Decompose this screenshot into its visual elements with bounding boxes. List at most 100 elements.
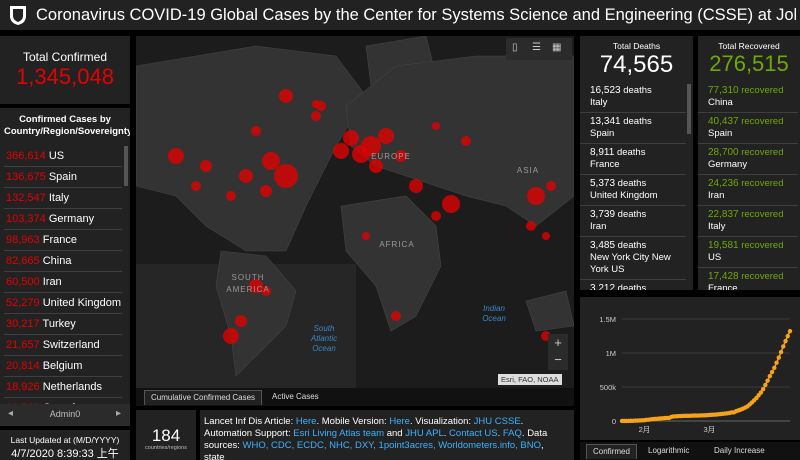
deaths-row[interactable]: 13,341 deaths Spain [580,113,686,144]
country-row[interactable]: 98,963 France [4,230,122,251]
country-name: US [48,150,65,162]
recovered-row[interactable]: 22,837 recovered Italy [698,206,798,237]
recovered-row[interactable]: 77,310 recovered China [698,82,798,113]
last-updated-panel: Last Updated at (M/D/YYYY) 4/7/2020 8:39… [0,430,130,460]
scrollbar[interactable] [687,84,691,134]
info-text-part: . Data sources: [204,428,548,451]
confirmed-list[interactable]: 366,614 US 136,675 Spain 132,547 Italy 103,… [4,146,122,404]
deaths-row[interactable]: 16,523 deaths Italy [580,82,686,113]
row-place: Germany [708,159,748,170]
chart: 0 500k 1M 1.5M 2月 3月 [599,315,793,434]
info-link[interactable]: Here [389,416,410,427]
country-row[interactable]: 136,675 Spain [4,167,122,188]
country-cases: 103,374 [6,213,46,225]
map-label: Indian Ocean [482,304,506,323]
country-row[interactable]: 20,814 Belgium [4,356,122,377]
tab[interactable]: Active Cases [272,392,319,401]
info-text-part: . Automation Support: [204,416,524,439]
deaths-list[interactable]: 16,523 deaths Italy 13,341 deaths Spain 8,91… [580,82,686,290]
country-cases: 16,563 [6,402,40,404]
country-row[interactable]: 16,563 Canada [4,398,122,404]
data-point [760,386,766,392]
recovered-row[interactable]: 24,236 recovered Iran [698,175,798,206]
recovered-panel: Total Recovered 276,515 77,310 recovered… [698,36,800,290]
country-name: Switzerland [42,339,100,351]
tab[interactable]: Confirmed [586,444,637,459]
country-row[interactable]: 21,657 Switzerland [4,335,122,356]
country-cases: 60,500 [6,276,40,288]
info-link[interactable]: Contact US [449,428,498,439]
info-link[interactable]: WHO, CDC, ECDC, NHC, DXY, 1point3acres, … [242,440,541,451]
country-row[interactable]: 52,279 United Kingdom [4,293,122,314]
info-link[interactable]: FAQ [502,428,522,439]
country-cases: 18,926 [6,381,40,393]
country-row[interactable]: 103,374 Germany [4,209,122,230]
tab[interactable]: Logarithmic [648,446,690,455]
country-name: Canada [43,402,82,404]
map[interactable]: EUROPE ASIA AFRICA SOUTH AMERICA South A… [136,36,574,388]
country-row[interactable]: 60,500 Iran [4,272,122,293]
confirmed-list-panel: Confirmed Cases by Country/Region/Sovere… [0,108,130,426]
row-unit: recovered [741,85,784,96]
next-button[interactable]: ▸ [116,408,122,419]
map-label: South Atlantic Ocean [310,324,338,353]
scrollbar[interactable] [124,146,128,186]
deaths-row[interactable]: 3,739 deaths Iran [580,206,686,237]
map-toolbar[interactable]: ▯ ☰ ▦ [506,38,572,60]
recovered-list[interactable]: 77,310 recovered China 40,437 recovered Spa… [698,82,798,290]
row-place: Spain [708,128,733,139]
data-point [787,328,793,334]
data-point [781,344,786,349]
deaths-row[interactable]: 8,911 deaths France [580,144,686,175]
tab[interactable]: Daily Increase [714,446,765,455]
y-tick-label: 500k [600,383,617,392]
recovered-row[interactable]: 28,700 recovered Germany [698,144,798,175]
info-link[interactable]: Esri Living Atlas team [293,428,385,439]
list-footer-label: Admin0 [49,409,81,419]
recovered-row[interactable]: 19,581 recovered US [698,237,798,268]
last-updated-value: 4/7/2020 8:39:33 上午 [11,448,119,460]
total-confirmed-value: 1,345,048 [16,64,114,89]
country-row[interactable]: 82,665 China [4,251,122,272]
map-label: EUROPE [371,152,411,161]
recovered-row[interactable]: 17,428 recovered France [698,268,798,290]
total-confirmed-panel: Total Confirmed 1,345,048 [0,36,130,104]
row-unit: recovered [741,116,784,127]
row-value: 3,739 [590,209,616,220]
info-text-part: and [384,428,406,439]
country-row[interactable]: 30,217 Turkey [4,314,122,335]
map-attribution: Esri, FAO, NOAA [498,374,562,385]
row-unit: recovered [741,178,784,189]
country-cases: 136,675 [6,171,46,183]
row-unit: deaths [617,240,647,251]
country-cases: 366,614 [6,150,46,162]
country-name: United Kingdom [42,297,121,309]
info-text-part: . [497,428,503,439]
zoom-controls[interactable]: + − [548,334,568,370]
country-cases: 30,217 [6,318,40,330]
info-link[interactable]: JHU CSSE [473,416,521,427]
info-text-part: . Mobile Version: [316,416,390,427]
country-name: France [42,234,77,246]
deaths-row[interactable]: 3,485 deaths New York City New York US [580,237,686,280]
confirmed-list-title: Confirmed Cases by Country/Region/Sovere… [4,114,130,137]
recovered-row[interactable]: 40,437 recovered Spain [698,113,798,144]
row-place: US [708,252,722,263]
row-value: 19,581 [708,240,739,251]
tab[interactable]: Cumulative Confirmed Cases [144,390,263,405]
info-link[interactable]: Here [295,416,317,427]
country-row[interactable]: 366,614 US [4,146,122,167]
country-row[interactable]: 132,547 Italy [4,188,122,209]
country-row[interactable]: 18,926 Netherlands [4,377,122,398]
logo [10,6,26,25]
list-footer: ◂ Admin0 ▸ [0,404,130,426]
info-panel: Lancet Inf Dis Article: Here. Mobile Ver… [200,410,574,460]
row-value: 8,911 [590,147,615,158]
deaths-row[interactable]: 3,212 deathsHubei China [580,280,686,290]
deaths-row[interactable]: 5,373 deaths United Kingdom [580,175,686,206]
total-deaths-value: 74,565 [599,51,674,78]
country-cases: 82,665 [6,255,40,267]
info-link[interactable]: JHU APL [405,428,444,439]
prev-button[interactable]: ◂ [8,408,14,419]
row-value: 17,428 [708,271,739,282]
